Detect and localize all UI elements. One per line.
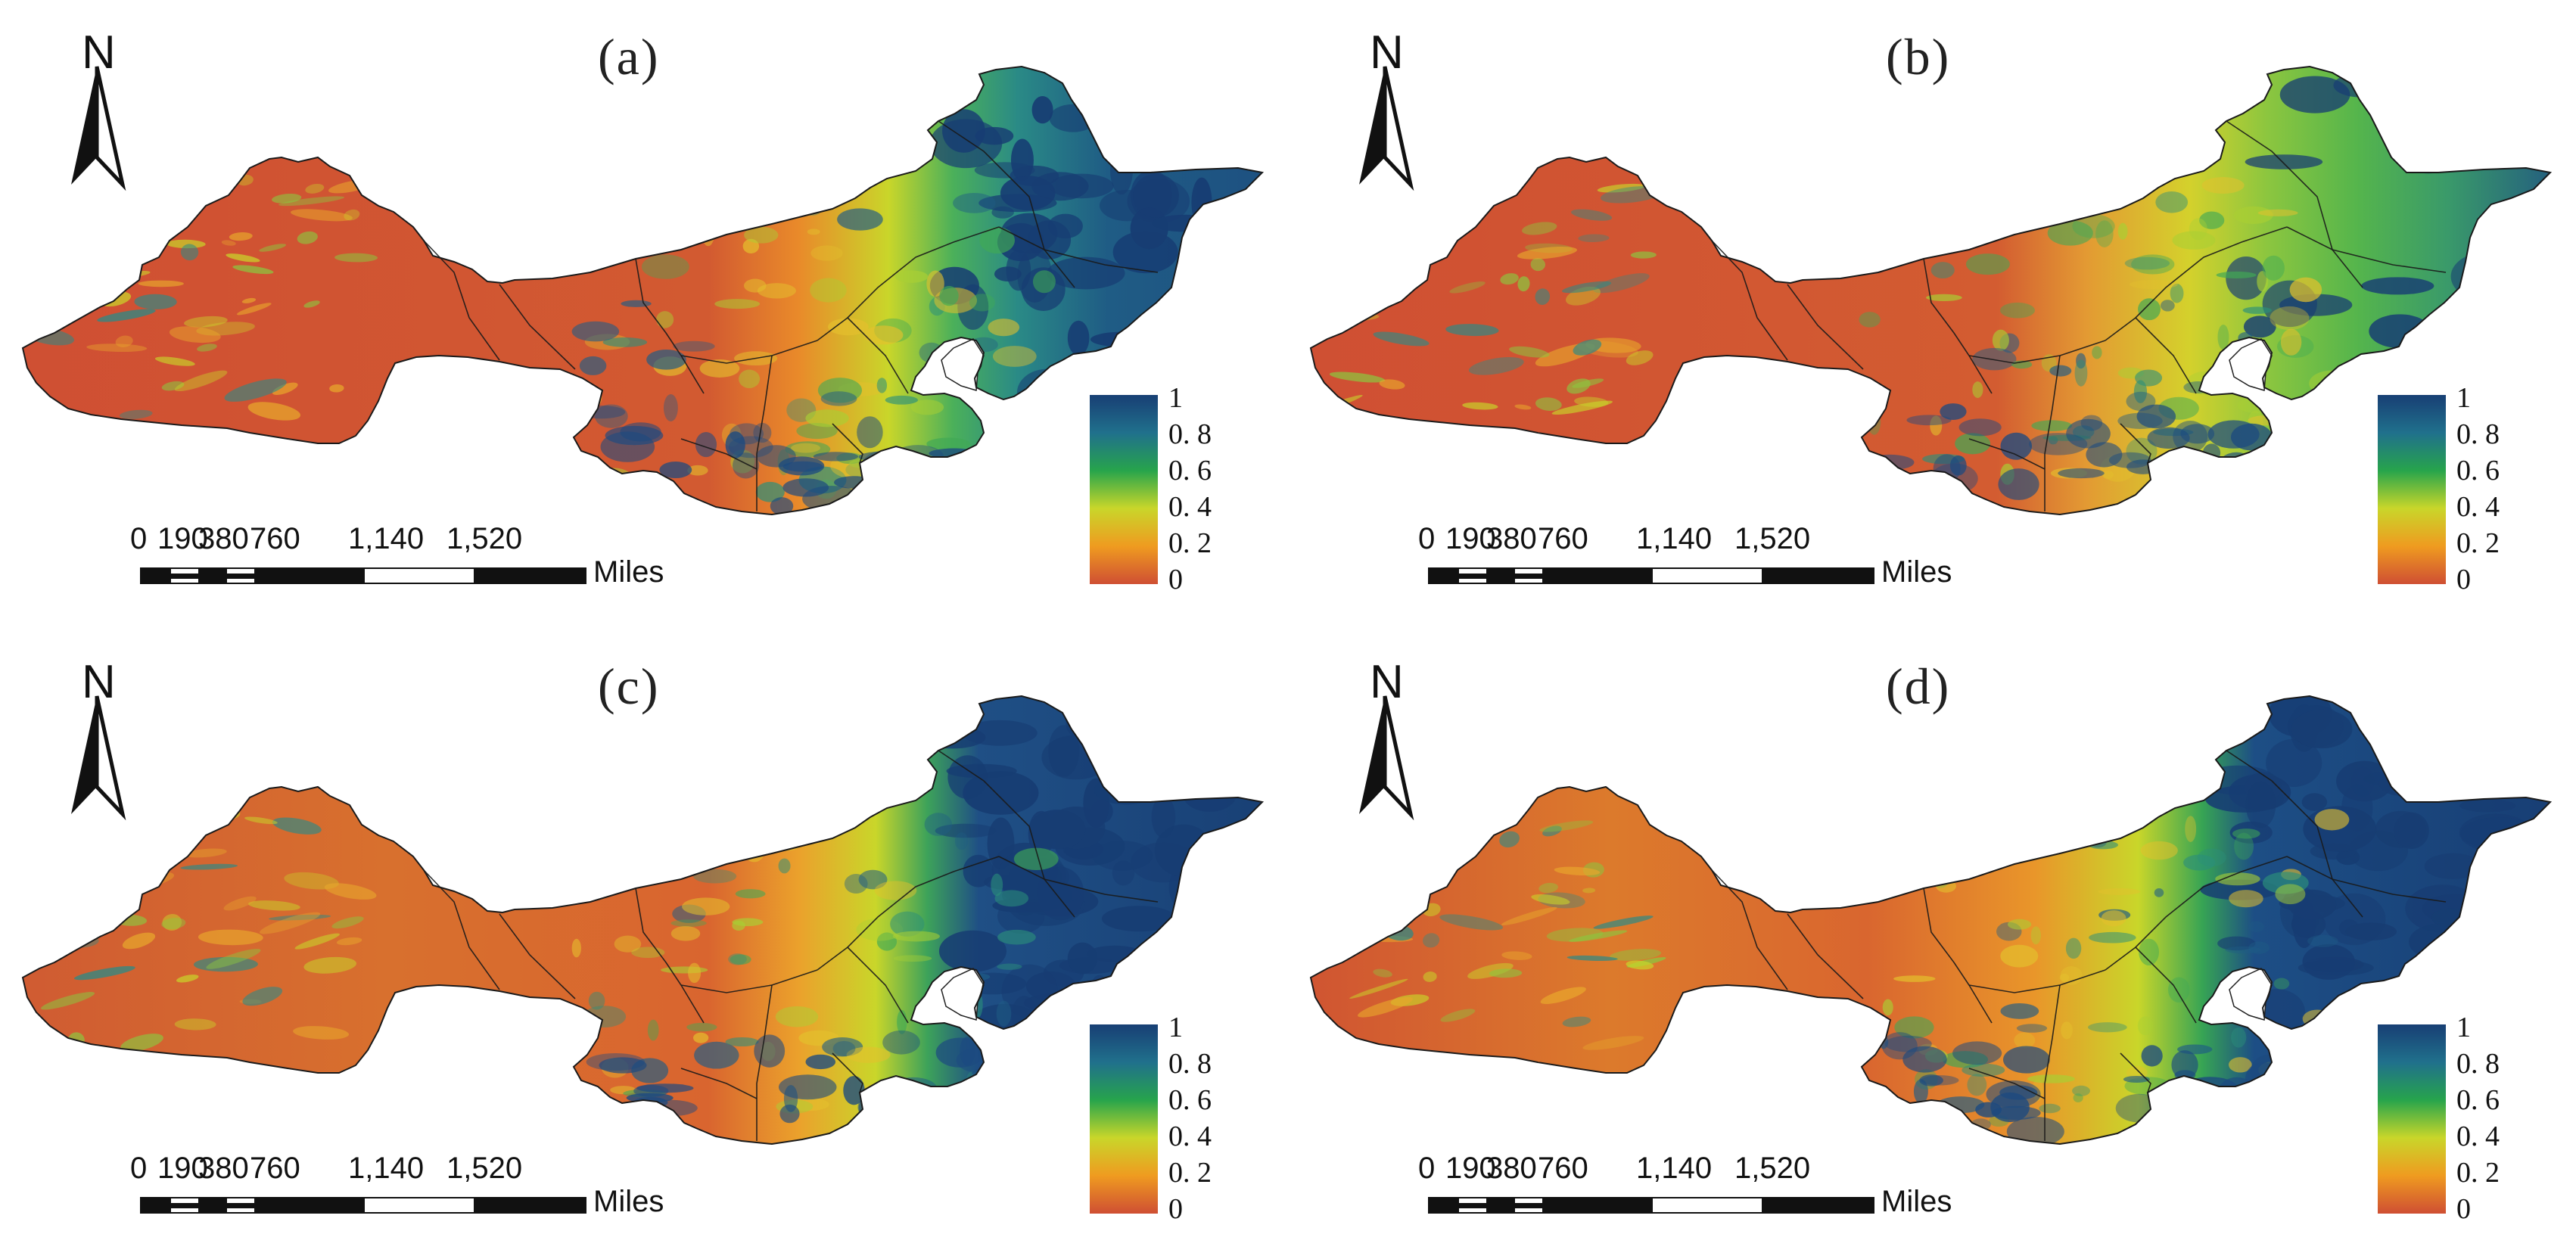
- scale-tick: 380: [198, 522, 249, 555]
- legend-color-bar: [1090, 395, 1158, 584]
- legend-tick: 0. 6: [1168, 1084, 1212, 1116]
- legend-tick: 0. 4: [1168, 1121, 1212, 1152]
- scale-tick: 760: [250, 1152, 300, 1185]
- scale-tick: 190: [157, 522, 208, 555]
- scale-tick: 760: [1538, 1152, 1588, 1185]
- legend-tick: 0. 4: [2456, 1121, 2500, 1152]
- scale-tick: 0: [130, 1152, 148, 1185]
- scale-tick: 760: [1538, 522, 1588, 555]
- scale-unit: Miles: [593, 1185, 664, 1218]
- legend-tick: 0: [1168, 1193, 1183, 1225]
- scale-tick: 380: [1486, 1152, 1537, 1185]
- scale-tick: 1,520: [446, 522, 523, 555]
- legend-tick: 0: [2456, 1193, 2471, 1225]
- legend-color-bar: [1090, 1024, 1158, 1214]
- scale-tick: 1,520: [446, 1152, 523, 1185]
- scale-tick: 0: [1418, 522, 1436, 555]
- region-outline: [21, 695, 1265, 1146]
- map-canvas: [1309, 65, 2553, 584]
- province-boundaries: [423, 750, 1159, 1141]
- legend-tick: 0. 6: [1168, 455, 1212, 487]
- map-panel-a: (a) N 1 0. 8 0. 6 0. 4 0. 2 0 0 190 380 760 1,140 1,5…: [0, 0, 1288, 630]
- legend-tick: 0. 4: [2456, 491, 2500, 523]
- bohai-sea: [941, 338, 985, 391]
- scale-tick: 1,140: [348, 1152, 425, 1185]
- region-outline: [1309, 65, 2553, 516]
- map-panel-c: (c) N 1 0. 8 0. 6 0. 4 0. 2 0 0 190 380 760 1,140 1,5…: [0, 630, 1288, 1259]
- legend-tick: 0. 4: [1168, 491, 1212, 523]
- legend-color-bar: [2378, 1024, 2446, 1214]
- scale-tick: 1,140: [1636, 522, 1713, 555]
- legend-tick: 1: [1168, 382, 1183, 414]
- map-canvas: [21, 65, 1265, 584]
- bohai-sea: [2229, 338, 2273, 391]
- scale-unit: Miles: [1881, 1185, 1952, 1218]
- map-panel-d: (d) N 1 0. 8 0. 6 0. 4 0. 2 0 0 190 380 760 1,140 1,5…: [1288, 630, 2576, 1259]
- scale-tick: 190: [1445, 522, 1496, 555]
- scale-tick: 190: [1445, 1152, 1496, 1185]
- north-arrow-icon: [1359, 695, 1414, 821]
- legend-tick: 1: [2456, 382, 2471, 414]
- legend-tick: 0. 6: [2456, 455, 2500, 487]
- legend-tick: 0. 8: [2456, 1048, 2500, 1080]
- scale-tick: 760: [250, 522, 300, 555]
- scale-unit: Miles: [1881, 555, 1952, 589]
- north-arrow-icon: [71, 66, 126, 191]
- scale-tick: 380: [198, 1152, 249, 1185]
- legend-tick: 0. 2: [2456, 527, 2500, 559]
- scale-unit: Miles: [593, 555, 664, 589]
- scale-bar: [1428, 567, 1874, 584]
- legend-color-bar: [2378, 395, 2446, 584]
- scale-tick: 380: [1486, 522, 1537, 555]
- panel-label: (a): [598, 28, 660, 85]
- north-arrow-icon: [71, 695, 126, 821]
- legend-tick: 1: [2456, 1012, 2471, 1043]
- panel-label: (b): [1886, 28, 1951, 85]
- bohai-sea: [941, 968, 985, 1021]
- legend-tick: 0. 2: [1168, 527, 1212, 559]
- north-letter: N: [1370, 656, 1404, 708]
- province-boundaries: [1711, 750, 2447, 1141]
- map-panel-b: (b) N 1 0. 8 0. 6 0. 4 0. 2 0 0 190 380 760 1,140 1,5…: [1288, 0, 2576, 630]
- legend-tick: 0. 2: [2456, 1157, 2500, 1189]
- north-arrow-icon: [1359, 66, 1414, 191]
- legend-tick: 0. 8: [1168, 1048, 1212, 1080]
- province-boundaries: [1711, 120, 2447, 511]
- scale-bar: [140, 1197, 586, 1214]
- legend-tick: 0: [2456, 564, 2471, 595]
- legend-tick: 0. 6: [2456, 1084, 2500, 1116]
- north-letter: N: [82, 26, 116, 79]
- north-letter: N: [82, 656, 116, 708]
- legend-tick: 1: [1168, 1012, 1183, 1043]
- scale-tick: 1,140: [1636, 1152, 1713, 1185]
- scale-bar: [140, 567, 586, 584]
- map-canvas: [1309, 695, 2553, 1214]
- legend-tick: 0: [1168, 564, 1183, 595]
- region-outline: [1309, 695, 2553, 1146]
- scale-tick: 0: [130, 522, 148, 555]
- map-canvas: [21, 695, 1265, 1214]
- scale-bar: [1428, 1197, 1874, 1214]
- legend-tick: 0. 2: [1168, 1157, 1212, 1189]
- scale-tick: 1,520: [1734, 522, 1811, 555]
- scale-tick: 0: [1418, 1152, 1436, 1185]
- region-outline: [21, 65, 1265, 516]
- panel-label: (c): [598, 657, 660, 715]
- north-letter: N: [1370, 26, 1404, 79]
- province-boundaries: [423, 120, 1159, 511]
- legend-tick: 0. 8: [1168, 418, 1212, 450]
- scale-tick: 1,520: [1734, 1152, 1811, 1185]
- scale-tick: 1,140: [348, 522, 425, 555]
- panel-label: (d): [1886, 657, 1951, 715]
- bohai-sea: [2229, 968, 2273, 1021]
- legend-tick: 0. 8: [2456, 418, 2500, 450]
- scale-tick: 190: [157, 1152, 208, 1185]
